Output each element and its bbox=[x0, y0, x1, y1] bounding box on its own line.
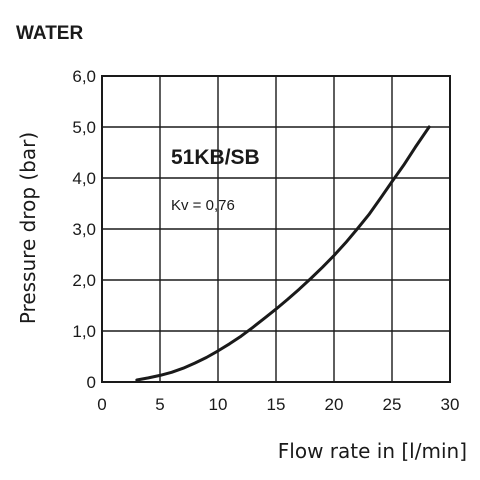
y-tick-label: 3,0 bbox=[72, 220, 96, 239]
y-axis-label: Pressure drop (bar) bbox=[16, 132, 40, 324]
x-tick-label: 10 bbox=[209, 395, 228, 414]
y-tick-label: 1,0 bbox=[72, 322, 96, 341]
x-tick-label: 5 bbox=[155, 395, 164, 414]
x-tick-label: 25 bbox=[383, 395, 402, 414]
y-tick-label: 5,0 bbox=[72, 118, 96, 137]
y-tick-label: 6,0 bbox=[72, 67, 96, 86]
y-tick-label: 0 bbox=[87, 373, 96, 392]
grid bbox=[102, 76, 450, 382]
x-axis-label: Flow rate in [l/min] bbox=[278, 439, 467, 463]
x-tick-label: 20 bbox=[325, 395, 344, 414]
y-tick-label: 4,0 bbox=[72, 169, 96, 188]
x-tick-label: 0 bbox=[97, 395, 106, 414]
series-label: 51KB/SB bbox=[171, 146, 260, 169]
y-tick-labels: 0 1,0 2,0 3,0 4,0 5,0 6,0 bbox=[72, 67, 96, 392]
y-tick-label: 2,0 bbox=[72, 271, 96, 290]
series-line-51kb-sb bbox=[135, 125, 431, 382]
x-tick-label: 15 bbox=[267, 395, 286, 414]
plot-frame bbox=[101, 75, 451, 383]
x-tick-label: 30 bbox=[441, 395, 460, 414]
x-tick-labels: 0 5 10 15 20 25 30 bbox=[97, 395, 459, 414]
kv-annotation: Kv = 0,76 bbox=[171, 197, 235, 214]
chart-title: WATER bbox=[16, 23, 83, 44]
